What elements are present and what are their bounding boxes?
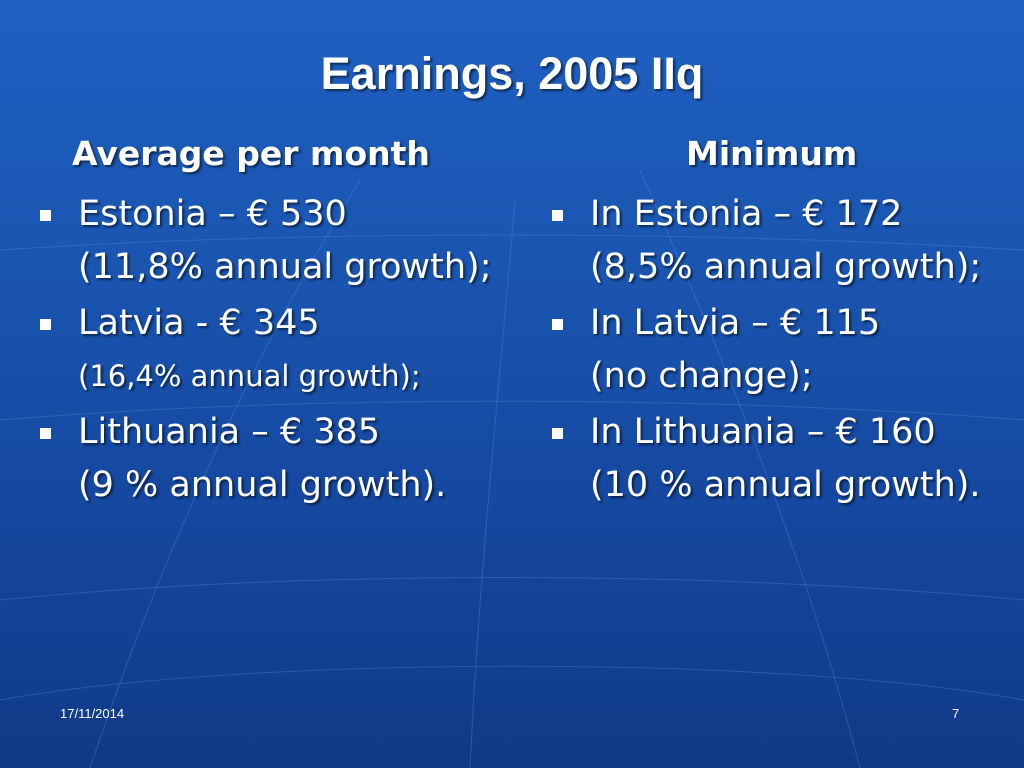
footer-page-number: 7 <box>952 706 960 721</box>
column-heading-average: Average per month <box>72 134 430 173</box>
estonia-average-value: Estonia – € 530 <box>78 194 347 234</box>
list-item-lithuania-minimum: In Lithuania – € 160 (10 % annual growth… <box>552 406 1022 509</box>
minimum-earnings-list: In Estonia – € 172 (8,5% annual growth);… <box>552 188 1022 509</box>
estonia-minimum-value: In Estonia – € 172 <box>590 194 903 234</box>
list-item-lithuania-average: Lithuania – € 385 (9 % annual growth). <box>40 406 520 509</box>
square-bullet-icon <box>552 428 563 439</box>
square-bullet-icon <box>552 319 563 330</box>
lithuania-average-growth: (9 % annual growth). <box>78 465 447 505</box>
latvia-minimum-growth: (no change); <box>590 356 813 396</box>
estonia-minimum-growth: (8,5% annual growth); <box>590 247 982 287</box>
square-bullet-icon <box>552 210 563 221</box>
square-bullet-icon <box>40 428 51 439</box>
list-item-latvia-minimum: In Latvia – € 115 (no change); <box>552 297 1022 400</box>
lithuania-minimum-growth: (10 % annual growth). <box>590 465 981 505</box>
list-item-estonia-minimum: In Estonia – € 172 (8,5% annual growth); <box>552 188 1022 291</box>
square-bullet-icon <box>40 210 51 221</box>
footer-date: 17/11/2014 <box>60 706 125 721</box>
column-heading-minimum: Minimum <box>686 134 858 173</box>
lithuania-average-value: Lithuania – € 385 <box>78 412 381 452</box>
list-item-latvia-average: Latvia - € 345 (16,4% annual growth); <box>40 297 520 400</box>
latvia-average-value: Latvia - € 345 <box>78 303 320 343</box>
lithuania-minimum-value: In Lithuania – € 160 <box>590 412 936 452</box>
latvia-average-growth: (16,4% annual growth); <box>78 359 421 393</box>
slide-title: Earnings, 2005 IIq <box>320 48 704 99</box>
latvia-minimum-value: In Latvia – € 115 <box>590 303 881 343</box>
square-bullet-icon <box>40 319 51 330</box>
estonia-average-growth: (11,8% annual growth); <box>78 247 492 287</box>
average-earnings-list: Estonia – € 530 (11,8% annual growth); L… <box>40 188 520 509</box>
list-item-estonia-average: Estonia – € 530 (11,8% annual growth); <box>40 188 520 291</box>
